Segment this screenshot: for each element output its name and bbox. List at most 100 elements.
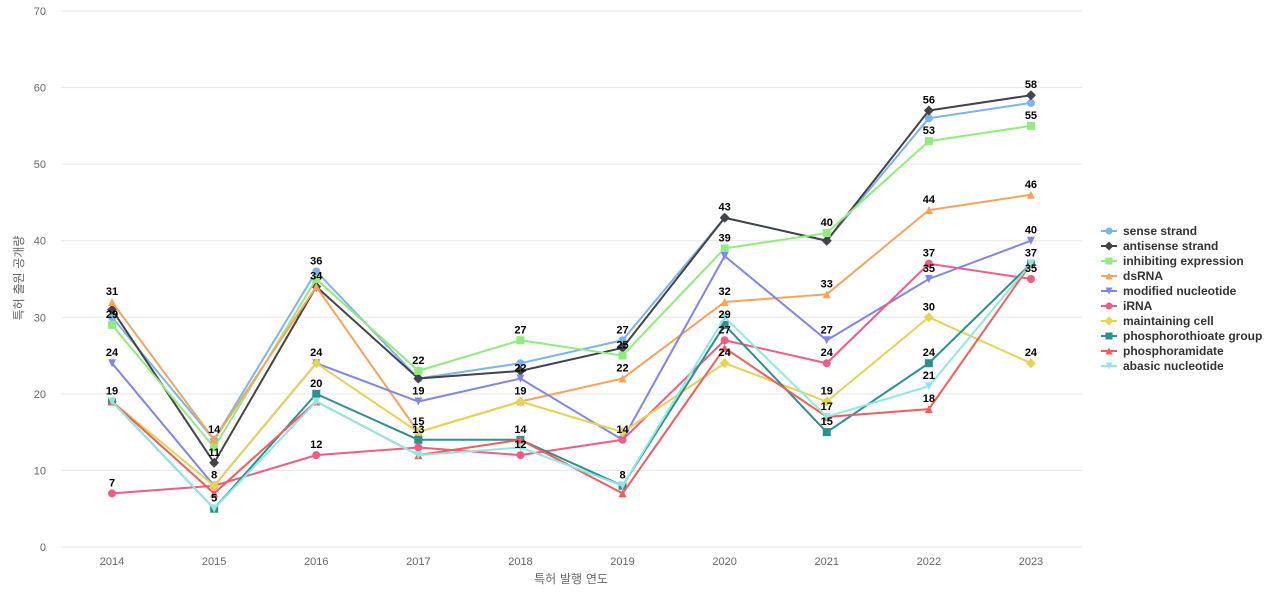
data-point-dsrna [210, 435, 219, 444]
legend-item-phosphorothioate-group[interactable]: phosphorothioate group [1101, 328, 1262, 343]
data-label-dsrna: 44 [923, 194, 936, 206]
legend-label: modified nucleotide [1123, 283, 1237, 298]
series-line-irna [111, 262, 1032, 495]
x-tick-label: 2023 [1019, 556, 1043, 568]
legend-label: dsRNA [1123, 268, 1164, 283]
series-abasic-nucleotide [108, 259, 1035, 513]
data-label-modified-nucleotide: 19 [412, 386, 424, 398]
x-tick-label: 2018 [508, 556, 532, 568]
legend-label: phosphorothioate group [1123, 328, 1263, 343]
data-point-maintaining-cell [719, 358, 730, 369]
data-label-dsrna: 32 [719, 286, 731, 298]
data-point-inhibiting-expression [414, 366, 423, 375]
data-point-abasic-nucleotide [210, 504, 219, 513]
data-point-antisense-strand [821, 235, 832, 246]
data-label-abasic-nucleotide: 21 [923, 370, 935, 382]
data-label-phosphorothioate-group: 15 [821, 416, 833, 428]
data-point-dsrna [618, 374, 627, 383]
data-point-antisense-strand [209, 457, 220, 468]
legend-label: inhibiting expression [1123, 253, 1244, 268]
data-point-abasic-nucleotide [516, 443, 525, 452]
legend-item-sense-strand[interactable]: sense strand [1101, 223, 1262, 238]
data-label-maintaining-cell: 24 [719, 347, 732, 359]
data-point-maintaining-cell [821, 396, 832, 407]
data-label-dsrna: 46 [1025, 179, 1037, 191]
data-label-modified-nucleotide: 22 [514, 363, 526, 375]
data-label-inhibiting-expression: 40 [821, 217, 833, 229]
data-point-modified-nucleotide [720, 252, 729, 261]
legend-item-phosphoramidate[interactable]: phosphoramidate [1101, 343, 1262, 358]
data-point-sense-strand [618, 336, 627, 345]
legend-symbol [1101, 287, 1117, 294]
data-point-inhibiting-expression [108, 320, 117, 329]
data-label-modified-nucleotide: 24 [310, 347, 323, 359]
data-point-phosphorothioate-group [822, 428, 831, 437]
data-point-dsrna [924, 206, 933, 215]
data-point-irna [108, 489, 117, 498]
grid-lines [61, 10, 1082, 548]
data-label-irna: 37 [923, 248, 935, 260]
data-label-antisense-strand: 11 [208, 447, 220, 459]
data-point-abasic-nucleotide [822, 412, 831, 421]
legend-item-inhibiting-expression[interactable]: inhibiting expression [1101, 253, 1262, 268]
legend-symbol [1101, 332, 1117, 339]
data-point-inhibiting-expression [312, 275, 321, 283]
data-label-irna: 35 [1025, 263, 1037, 275]
data-point-antisense-strand [923, 105, 934, 116]
x-tick-label: 2015 [202, 556, 226, 568]
data-point-irna [414, 443, 423, 452]
data-point-irna [924, 259, 933, 268]
data-label-phosphoramidate: 18 [923, 393, 935, 405]
legend-item-irna[interactable]: iRNA [1101, 298, 1262, 313]
legend-item-antisense-strand[interactable]: antisense strand [1101, 238, 1262, 253]
data-point-phosphoramidate [618, 489, 627, 498]
data-point-phosphorothioate-group [414, 435, 423, 444]
data-point-maintaining-cell [617, 427, 628, 438]
legend-item-abasic-nucleotide[interactable]: abasic nucleotide [1101, 358, 1262, 373]
data-label-phosphorothioate-group: 14 [514, 424, 527, 436]
data-point-maintaining-cell [413, 427, 424, 438]
data-label-maintaining-cell: 19 [514, 386, 526, 398]
legend-label: maintaining cell [1123, 313, 1214, 328]
legend-item-dsrna[interactable]: dsRNA [1101, 268, 1262, 283]
data-point-maintaining-cell [1025, 358, 1036, 369]
data-point-maintaining-cell [311, 358, 322, 369]
data-label-modified-nucleotide: 24 [106, 347, 119, 359]
x-tick-label: 2020 [712, 556, 736, 568]
data-label-dsrna: 14 [208, 424, 221, 436]
data-label-maintaining-cell: 15 [412, 416, 424, 428]
data-point-abasic-nucleotide [618, 481, 627, 490]
data-point-abasic-nucleotide [312, 397, 321, 406]
legend-symbol [1101, 316, 1117, 325]
data-label-modified-nucleotide: 40 [1025, 225, 1037, 237]
data-label-antisense-strand: 56 [923, 95, 935, 107]
legend-symbol [1101, 362, 1117, 369]
data-label-inhibiting-expression: 27 [514, 324, 526, 336]
y-tick-label: 10 [34, 465, 46, 477]
data-point-irna [618, 435, 627, 444]
legend-item-maintaining-cell[interactable]: maintaining cell [1101, 313, 1262, 328]
series-modified-nucleotide [108, 236, 1035, 490]
data-label-irna: 12 [514, 439, 526, 451]
data-point-abasic-nucleotide [924, 382, 933, 391]
data-point-antisense-strand [413, 373, 424, 384]
data-label-inhibiting-expression: 39 [719, 232, 731, 244]
x-tick-label: 2017 [406, 556, 430, 568]
data-point-irna [720, 336, 729, 345]
legend-item-modified-nucleotide[interactable]: modified nucleotide [1101, 283, 1262, 298]
data-point-antisense-strand [107, 304, 118, 315]
data-label-dsrna: 22 [616, 363, 628, 375]
data-point-sense-strand [516, 359, 525, 368]
data-point-dsrna [312, 282, 321, 291]
legend-symbol [1101, 347, 1117, 354]
data-labels: 3627113443565829222725394053553114223233… [106, 79, 1038, 504]
data-point-antisense-strand [515, 365, 526, 376]
data-label-phosphorothioate-group: 13 [412, 424, 424, 436]
x-tick-label: 2014 [100, 556, 124, 568]
legend-label: abasic nucleotide [1123, 358, 1224, 373]
y-tick-label: 70 [34, 6, 46, 18]
data-label-dsrna: 33 [821, 278, 833, 290]
series-line-maintaining-cell [111, 316, 1032, 487]
data-point-phosphoramidate [210, 489, 219, 498]
